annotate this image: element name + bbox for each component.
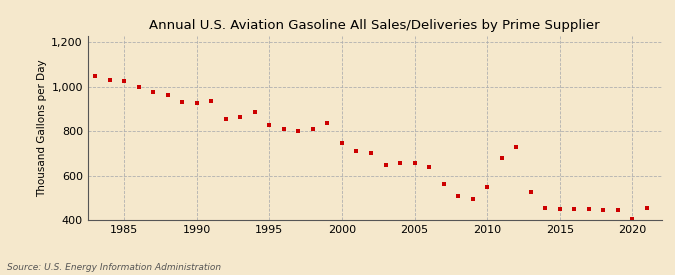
Title: Annual U.S. Aviation Gasoline All Sales/Deliveries by Prime Supplier: Annual U.S. Aviation Gasoline All Sales/… <box>149 19 600 32</box>
Y-axis label: Thousand Gallons per Day: Thousand Gallons per Day <box>37 59 47 197</box>
Text: Source: U.S. Energy Information Administration: Source: U.S. Energy Information Administ… <box>7 263 221 272</box>
